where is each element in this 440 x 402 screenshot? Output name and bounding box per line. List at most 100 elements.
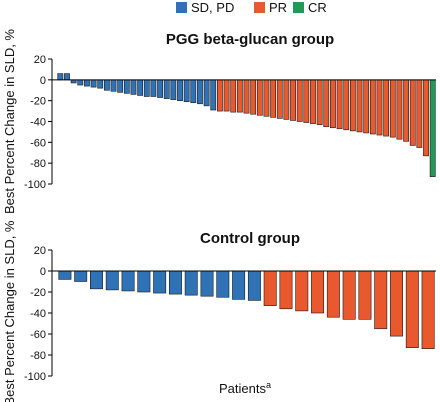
bar-1-2 <box>90 270 103 290</box>
bar-0-42 <box>336 79 343 130</box>
bar-0-5 <box>90 79 97 88</box>
bar-0-23 <box>210 79 217 111</box>
panel-title-1: Control group <box>200 230 300 247</box>
bar-0-25 <box>223 79 230 112</box>
bar-0-34 <box>283 79 290 120</box>
y-tick-label-1-2: -20 <box>30 287 46 299</box>
bar-0-39 <box>316 79 323 125</box>
y-tick-label-0-5: -80 <box>30 158 46 170</box>
bar-0-46 <box>363 79 370 134</box>
bar-0-32 <box>270 79 276 118</box>
bar-0-30 <box>256 79 263 116</box>
bar-1-9 <box>200 270 214 297</box>
bar-0-13 <box>143 79 150 97</box>
y-tick-label-1-3: -40 <box>30 308 46 320</box>
bar-0-50 <box>389 79 396 138</box>
y-tick-label-0-2: -20 <box>30 96 46 108</box>
bar-1-8 <box>184 270 198 296</box>
bar-1-7 <box>168 270 182 295</box>
bar-0-47 <box>369 79 376 135</box>
y-tick-label-1-1: 0 <box>40 266 46 278</box>
bar-0-19 <box>183 79 190 103</box>
bar-0-8 <box>110 79 117 92</box>
bar-0-29 <box>250 79 257 115</box>
bar-0-16 <box>163 79 170 99</box>
bar-1-11 <box>232 270 246 300</box>
y-tick-label-0-1: 0 <box>40 75 46 87</box>
bar-0-41 <box>330 79 336 129</box>
y-axis-label-1: Best Percent Change in SLD, % <box>2 220 17 402</box>
bar-0-17 <box>170 79 177 100</box>
legend-swatch-2 <box>293 2 304 13</box>
x-axis-label: Patientsa <box>219 380 271 396</box>
bar-1-17 <box>326 270 340 318</box>
bar-0-22 <box>203 79 210 107</box>
bar-1-19 <box>358 270 372 320</box>
bar-1-14 <box>279 270 293 310</box>
y-tick-label-0-0: 20 <box>34 54 46 66</box>
bar-0-0 <box>57 73 64 81</box>
bar-0-55 <box>423 79 429 157</box>
bar-0-53 <box>409 79 416 146</box>
bar-0-12 <box>137 79 144 96</box>
bar-1-6 <box>153 270 167 294</box>
bar-1-16 <box>311 270 325 314</box>
bar-1-13 <box>263 270 277 306</box>
legend-swatch-0 <box>176 2 187 13</box>
bar-1-15 <box>295 270 309 312</box>
bar-0-48 <box>376 79 383 136</box>
y-tick-label-0-6: -100 <box>24 179 46 191</box>
bar-0-18 <box>177 79 183 101</box>
bar-0-26 <box>230 79 237 113</box>
bar-1-23 <box>421 270 435 349</box>
bar-1-12 <box>247 270 261 301</box>
bar-1-21 <box>390 270 403 337</box>
bar-0-56 <box>429 79 436 178</box>
bar-0-1 <box>64 73 70 81</box>
bar-0-33 <box>276 79 283 119</box>
y-tick-label-0-4: -60 <box>30 137 46 149</box>
bar-1-3 <box>105 270 119 291</box>
bar-0-6 <box>97 79 104 89</box>
bar-0-3 <box>77 79 84 86</box>
bar-1-5 <box>137 270 151 293</box>
bar-0-44 <box>349 79 356 132</box>
y-tick-label-1-5: -80 <box>30 350 46 362</box>
y-tick-label-0-3: -40 <box>30 117 46 129</box>
bar-1-18 <box>342 270 356 320</box>
bar-1-4 <box>121 270 135 292</box>
legend-label-0: SD, PD <box>191 0 234 15</box>
bar-0-4 <box>84 79 90 87</box>
bar-0-27 <box>236 79 243 113</box>
bar-0-37 <box>303 79 310 123</box>
bar-1-20 <box>374 270 388 330</box>
bar-0-7 <box>103 79 110 91</box>
bar-0-9 <box>117 79 124 93</box>
bar-0-24 <box>217 79 223 112</box>
bar-0-36 <box>296 79 303 122</box>
bar-0-52 <box>403 79 409 142</box>
y-tick-label-1-0: 20 <box>34 245 46 257</box>
bar-0-49 <box>383 79 390 137</box>
bar-0-35 <box>290 79 296 121</box>
legend-label-2: CR <box>308 0 327 15</box>
y-tick-label-1-6: -100 <box>24 371 46 383</box>
bar-0-15 <box>157 79 163 98</box>
bar-0-14 <box>150 79 157 97</box>
bar-0-11 <box>130 79 137 95</box>
bar-0-54 <box>416 79 423 148</box>
y-tick-label-1-4: -60 <box>30 329 46 341</box>
legend-swatch-1 <box>254 2 265 13</box>
legend-label-1: PR <box>269 0 287 15</box>
x-axis-label-superscript: a <box>266 380 271 390</box>
bar-0-31 <box>263 79 270 117</box>
y-axis-label-0: Best Percent Change in SLD, % <box>2 29 17 214</box>
bar-0-10 <box>123 79 130 94</box>
bar-0-40 <box>323 79 330 128</box>
bar-0-28 <box>243 79 250 114</box>
bar-0-20 <box>190 79 197 104</box>
bar-0-51 <box>396 79 403 140</box>
bar-0-21 <box>197 79 203 105</box>
